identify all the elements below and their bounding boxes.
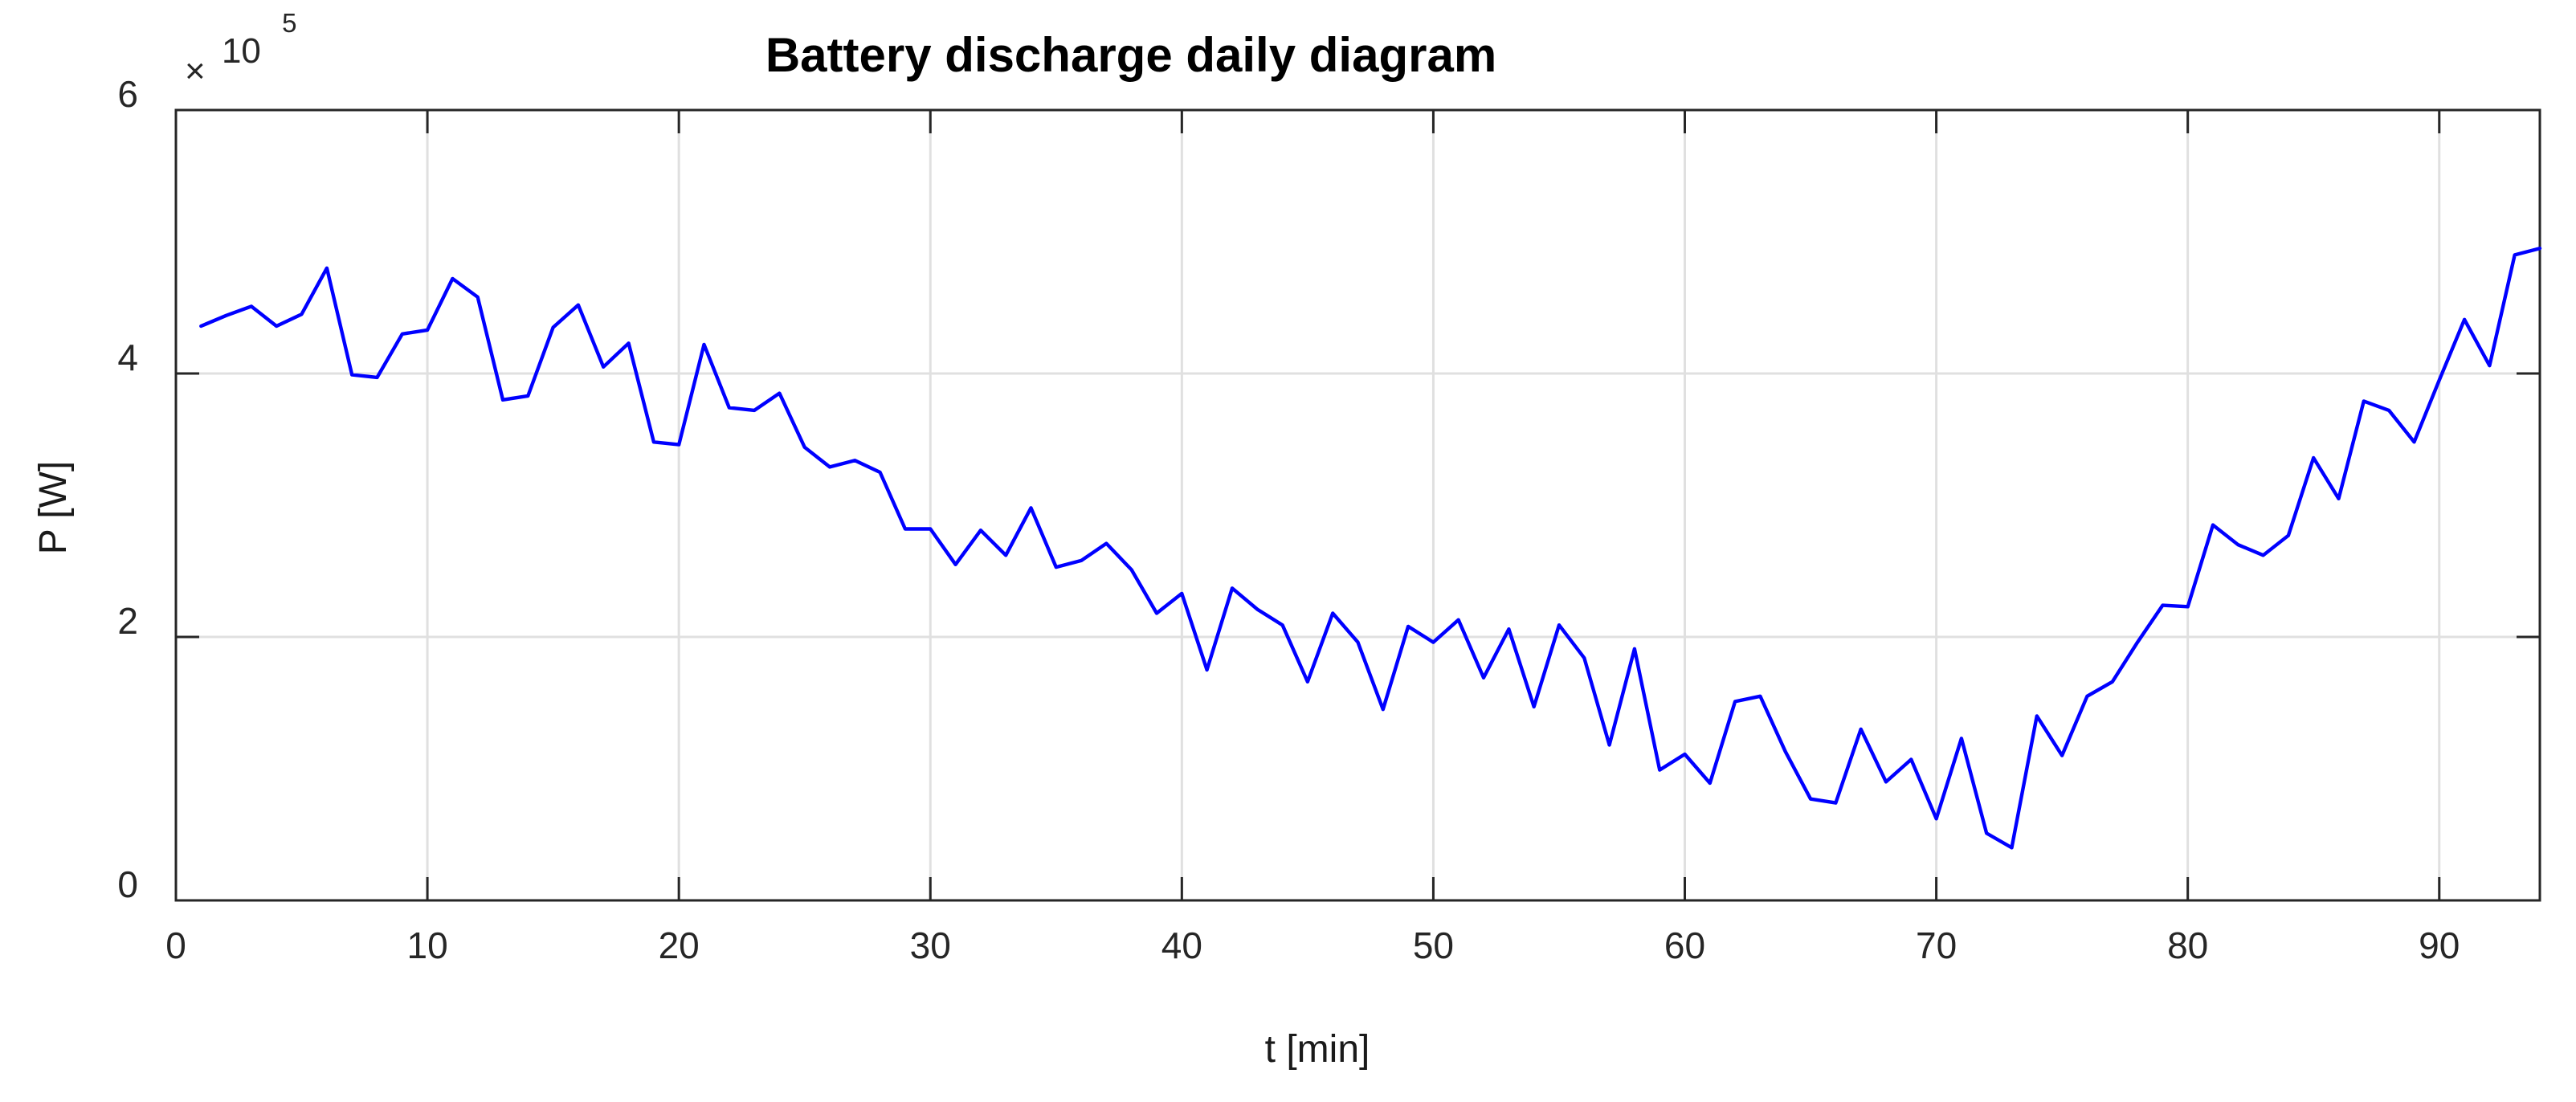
y-tick-label: 2 <box>117 600 138 642</box>
x-tick-label: 70 <box>1916 924 1957 966</box>
x-tick-label: 80 <box>2167 924 2208 966</box>
plot-box-border <box>174 108 2541 902</box>
exponent-base: 10 <box>222 31 261 71</box>
x-tick-label: 20 <box>659 924 700 966</box>
x-tick-label: 40 <box>1161 924 1202 966</box>
y-tick-labels: 0 2 4 6 <box>117 73 138 905</box>
gridlines <box>176 110 2540 900</box>
exponent-power: 5 <box>282 8 296 38</box>
x-tick-label: 30 <box>910 924 951 966</box>
y-tick-label: 6 <box>117 73 138 115</box>
power-series-line <box>199 247 2542 850</box>
y-tick-label: 4 <box>117 337 138 378</box>
y-axis-label: P [W] <box>32 461 75 554</box>
y-axis-exponent: × 10 5 <box>185 8 296 91</box>
axis-ticks <box>174 108 2540 902</box>
x-tick-label: 50 <box>1413 924 1454 966</box>
exponent-times-icon: × <box>185 51 206 91</box>
chart-title: Battery discharge daily diagram <box>765 28 1496 82</box>
x-tick-labels: 0 10 20 30 40 50 60 70 80 90 <box>165 924 2460 966</box>
x-tick-label: 90 <box>2419 924 2460 966</box>
x-tick-label: 10 <box>406 924 447 966</box>
x-tick-label: 0 <box>165 924 186 966</box>
x-axis-label: t [min] <box>1265 1028 1370 1071</box>
x-tick-label: 60 <box>1664 924 1705 966</box>
y-tick-label: 0 <box>117 863 138 905</box>
